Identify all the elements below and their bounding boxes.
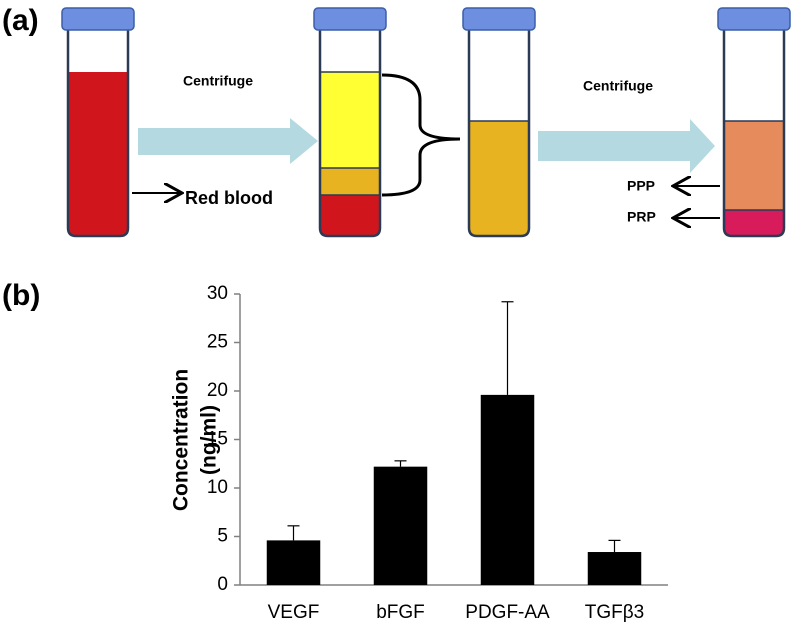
bar [266,540,321,585]
x-tick-label: bFGF [376,602,425,623]
bracket [381,73,461,197]
arrow [538,119,715,173]
chart: 0 5 10 15 20 25 30 VEGF bFGF PDGF-AA TGFβ3 [207,283,668,623]
y-tick-label: 15 [207,429,228,450]
step-label: Centrifuge [583,78,653,94]
x-tick-label: PDGF-AA [465,602,550,623]
tube [61,7,135,238]
x-tick-label: VEGF [268,602,320,623]
y-axis-title: (ng/ml) [198,405,221,475]
layer-label: Red blood [185,188,273,208]
x-tick-label: TGFβ3 [585,602,645,623]
y-tick-label: 0 [217,574,228,595]
panel-label: (b) [2,279,40,312]
tube [717,7,791,238]
tube [313,7,387,238]
y-tick-label: 5 [217,526,228,547]
y-tick-label: 10 [207,477,228,498]
y-axis-title: Concentration [170,369,193,511]
arrow [138,118,318,164]
bar [587,552,642,585]
layer-label: PPP [627,178,655,194]
tube [462,7,536,238]
y-tick-label: 30 [207,283,228,304]
layer-label: PRP [627,209,656,225]
panel-label: (a) [2,4,39,37]
y-tick-label: 20 [207,380,228,401]
bar [480,394,535,585]
step-label: Centrifuge [183,73,253,89]
bar [373,466,428,585]
y-tick-label: 25 [207,332,228,353]
